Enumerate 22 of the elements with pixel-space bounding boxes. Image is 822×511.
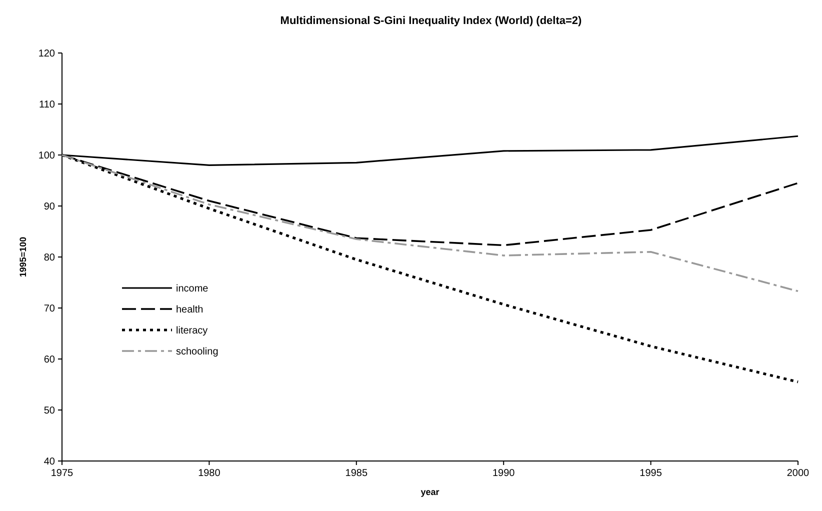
x-tick-label: 1980: [198, 468, 221, 479]
y-tick-label: 120: [38, 48, 56, 60]
x-tick-label: 1995: [640, 468, 662, 479]
chart-title: Multidimensional S-Gini Inequality Index (World) (delta=2): [280, 15, 582, 27]
y-axis-title: 1995=100: [18, 236, 28, 278]
legend-label: schooling: [176, 346, 218, 358]
x-axis-title: year: [420, 487, 440, 497]
y-tick-label: 110: [39, 100, 56, 110]
x-tick-label: 1975: [50, 468, 74, 479]
y-tick-label: 50: [44, 406, 56, 416]
y-tick-label: 60: [44, 354, 56, 366]
legend-label: income: [176, 284, 209, 294]
y-tick-label: 80: [44, 252, 56, 264]
y-tick-label: 90: [44, 202, 56, 212]
y-tick-label: 40: [44, 456, 56, 468]
legend-label: health: [176, 304, 204, 316]
x-tick-label: 1990: [492, 468, 516, 479]
y-tick-label: 100: [38, 150, 56, 162]
legend-label: literacy: [176, 326, 208, 336]
y-tick-label: 70: [44, 304, 56, 314]
x-tick-label: 2000: [786, 468, 810, 479]
x-tick-label: 1985: [345, 468, 368, 479]
